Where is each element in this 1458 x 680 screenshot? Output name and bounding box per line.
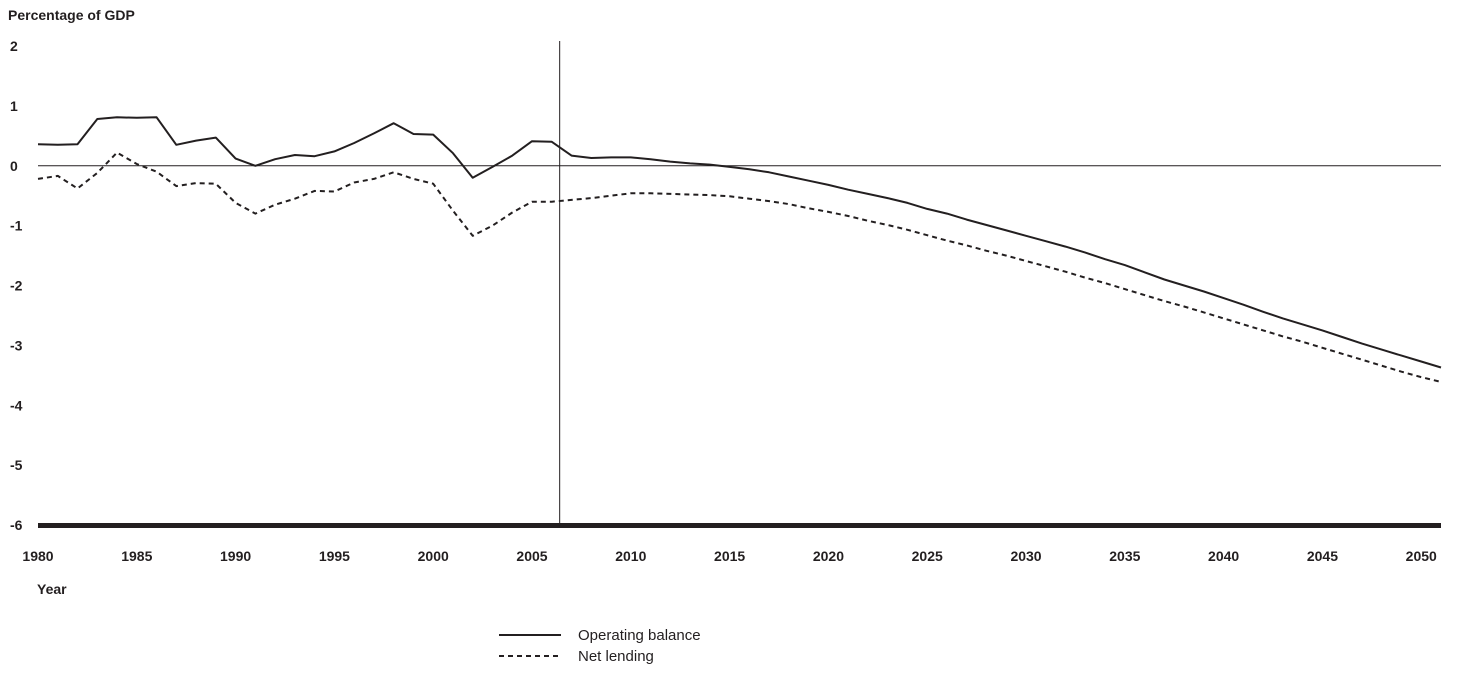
legend-label: Operating balance — [578, 627, 701, 644]
x-tick-label: 1980 — [22, 548, 53, 564]
reference-lines — [38, 41, 1441, 528]
x-tick-label: 2040 — [1208, 548, 1239, 564]
x-tick-label: 1990 — [220, 548, 251, 564]
y-tick-label: -5 — [10, 457, 23, 473]
y-tick-label: -6 — [10, 517, 23, 533]
y-tick-label: 1 — [10, 98, 18, 114]
y-tick-label: -1 — [10, 218, 23, 234]
x-tick-label: 2000 — [418, 548, 449, 564]
x-tick-label: 2045 — [1307, 548, 1338, 564]
y-axis-ticks: 2 1 0 -1 -2 -3 -4 -5 -6 — [10, 38, 23, 533]
y-tick-label: 0 — [10, 158, 18, 174]
x-tick-label: 2025 — [912, 548, 943, 564]
y-tick-label: -2 — [10, 278, 23, 294]
x-tick-label: 2050 — [1406, 548, 1437, 564]
y-tick-label: -4 — [10, 397, 23, 413]
x-tick-label: 1985 — [121, 548, 152, 564]
x-tick-label: 1995 — [319, 548, 350, 564]
series-line-net-lending — [37, 151, 1442, 383]
x-tick-label: 2005 — [516, 548, 547, 564]
legend-label: Net lending — [578, 648, 654, 665]
series-line-operating-balance — [37, 116, 1442, 369]
x-axis-title: Year — [37, 581, 67, 597]
legend: Operating balance Net lending — [499, 627, 701, 665]
y-tick-label: 2 — [10, 38, 18, 54]
x-tick-label: 2020 — [813, 548, 844, 564]
x-axis-ticks: 1980 1985 1990 1995 2000 2005 2010 2015 2020 2025… — [22, 548, 1437, 564]
y-axis-title: Percentage of GDP — [8, 7, 135, 23]
x-tick-label: 2030 — [1010, 548, 1041, 564]
y-tick-label: -3 — [10, 337, 23, 353]
x-tick-label: 2035 — [1109, 548, 1140, 564]
x-tick-label: 2015 — [714, 548, 745, 564]
series-layer — [37, 116, 1442, 383]
x-tick-label: 2010 — [615, 548, 646, 564]
